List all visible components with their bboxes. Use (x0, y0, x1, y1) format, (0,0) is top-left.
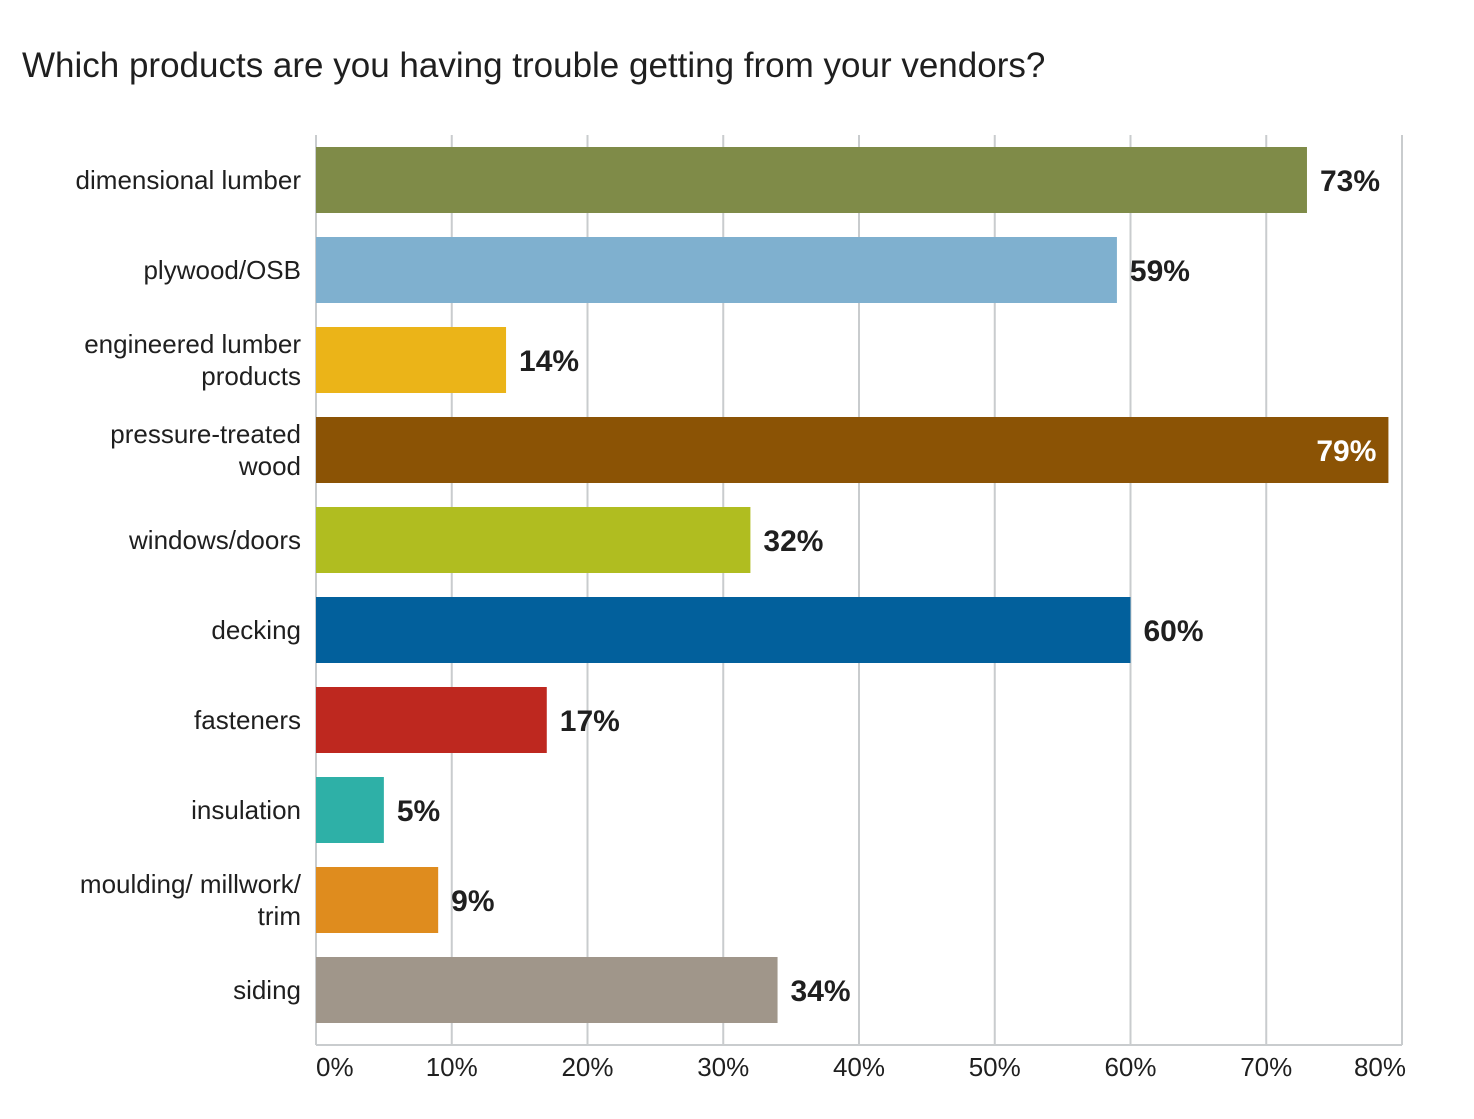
bar-value-label: 79% (1316, 435, 1376, 468)
bar-value-label: 5% (397, 795, 440, 828)
bar (316, 957, 778, 1023)
category-label-line: fasteners (194, 705, 301, 735)
category-label: engineered lumber products (84, 329, 301, 391)
bar-value-label: 9% (451, 885, 494, 918)
category-label: decking (211, 615, 301, 645)
bar-value-label: 17% (560, 705, 620, 738)
bar (316, 867, 439, 933)
category-label-line: wood (238, 451, 301, 481)
bar (316, 147, 1307, 213)
x-tick-label: 0% (316, 1052, 354, 1082)
category-label-line: siding (233, 975, 301, 1005)
category-label-line: pressure-treated (110, 419, 301, 449)
bar (316, 507, 751, 573)
bar-value-label: 73% (1320, 165, 1380, 198)
x-tick-label: 70% (1240, 1052, 1292, 1082)
x-tick-label: 10% (426, 1052, 478, 1082)
category-label: pressure-treated wood (110, 419, 301, 481)
category-label: plywood/OSB (143, 255, 301, 285)
x-tick-label: 20% (561, 1052, 613, 1082)
bar (316, 687, 547, 753)
bar (316, 777, 384, 843)
x-tick-label: 50% (969, 1052, 1021, 1082)
bar (316, 417, 1389, 483)
category-label-line: windows/doors (128, 525, 301, 555)
category-label: moulding/ millwork/trim (80, 869, 302, 931)
bar (316, 597, 1131, 663)
x-tick-label: 30% (697, 1052, 749, 1082)
category-label: fasteners (194, 705, 301, 735)
category-label-line: dimensional lumber (76, 165, 302, 195)
category-label-line: insulation (191, 795, 301, 825)
bar (316, 327, 507, 393)
x-tick-label: 80% (1354, 1052, 1406, 1082)
category-label-line: plywood/OSB (143, 255, 301, 285)
category-label-line: products (201, 361, 301, 391)
x-tick-label: 60% (1104, 1052, 1156, 1082)
category-label-line: moulding/ millwork/ (80, 869, 302, 899)
bar (316, 237, 1117, 303)
category-label-line: trim (258, 901, 301, 931)
category-label: windows/doors (128, 525, 301, 555)
bar-value-label: 14% (519, 345, 579, 378)
bar-value-label: 59% (1130, 255, 1190, 288)
chart-title: Which products are you having trouble ge… (22, 46, 1046, 85)
category-label: siding (233, 975, 301, 1005)
bar-value-label: 60% (1144, 615, 1204, 648)
category-label: dimensional lumber (76, 165, 302, 195)
bar-value-label: 32% (763, 525, 823, 558)
category-label-line: engineered lumber (84, 329, 301, 359)
x-tick-label: 40% (833, 1052, 885, 1082)
category-label-line: decking (211, 615, 301, 645)
category-label: insulation (191, 795, 301, 825)
bar-value-label: 34% (791, 975, 851, 1008)
